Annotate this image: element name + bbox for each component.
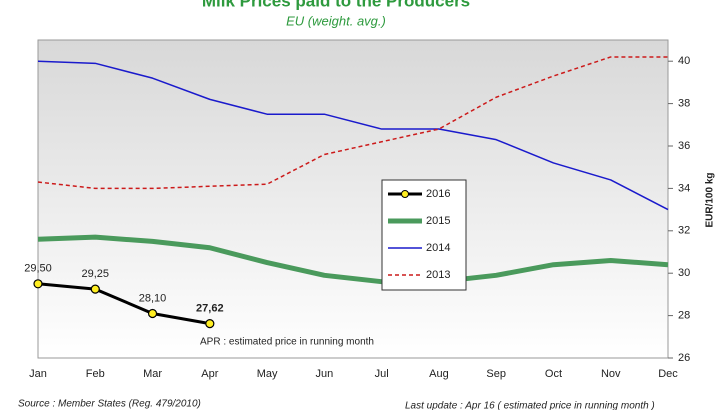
data-label: 28,10 <box>139 292 167 304</box>
y-tick-label: 26 <box>678 352 690 364</box>
legend-label: 2015 <box>426 215 450 227</box>
x-tick-label: Dec <box>658 368 678 380</box>
x-tick-label: Jul <box>375 368 389 380</box>
point <box>147 308 158 319</box>
line-2015 <box>37 234 669 285</box>
point <box>33 279 43 289</box>
data-label: 29,25 <box>82 268 110 280</box>
line-2013 <box>37 56 668 190</box>
x-tick-label: Aug <box>429 368 449 380</box>
x-tick-label: Sep <box>486 368 506 380</box>
y-tick-label: 28 <box>678 310 690 322</box>
y-tick-label: 40 <box>678 55 690 67</box>
y-tick-label: 30 <box>678 267 690 279</box>
legend-marker <box>401 190 409 198</box>
x-tick-label: Mar <box>143 368 162 380</box>
annotation: APR : estimated price in running month <box>200 337 374 348</box>
y-tick-label: 34 <box>678 182 690 194</box>
x-tick-label: May <box>257 368 278 380</box>
data-label: 29,50 <box>24 263 52 275</box>
point <box>205 319 215 329</box>
x-tick-label: Nov <box>601 368 621 380</box>
x-tick-label: Feb <box>86 368 105 380</box>
legend <box>381 179 467 291</box>
y-tick-label: 38 <box>678 98 690 110</box>
point <box>90 284 100 294</box>
data-label: 27,62 <box>196 303 224 315</box>
line-2014 <box>37 60 669 211</box>
x-tick-label: Oct <box>545 368 562 380</box>
chart-subtitle: EU (weight. avg.) <box>286 13 386 28</box>
x-tick-label: Apr <box>201 368 218 380</box>
plot-area <box>37 39 669 359</box>
y-tick-label: 36 <box>678 140 690 152</box>
legend-label: 2014 <box>426 242 450 254</box>
source: Source : Member States (Reg. 479/2010) <box>18 399 201 410</box>
chart-title: Milk Prices paid to the Producers <box>202 0 470 10</box>
x-tick-label: Jun <box>315 368 333 380</box>
update-note: Last update : Apr 16 ( estimated price i… <box>405 401 655 410</box>
legend-label: 2016 <box>426 188 450 200</box>
y-tick-label: 32 <box>678 225 690 237</box>
x-tick-label: Jan <box>29 368 47 380</box>
y-axis-label: EUR/100 kg <box>705 172 716 227</box>
legend-label: 2013 <box>426 269 450 281</box>
line-2016 <box>37 282 211 326</box>
